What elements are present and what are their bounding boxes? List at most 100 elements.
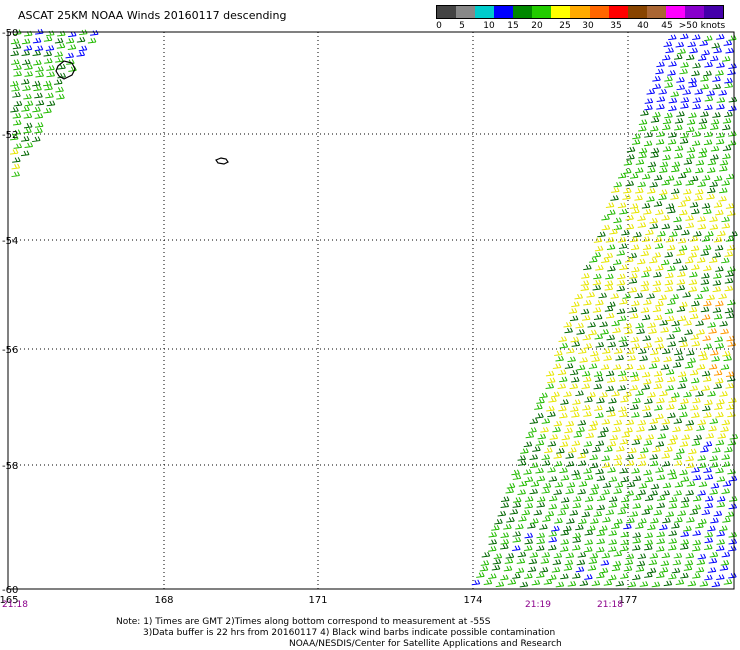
wind-barb [656,96,666,102]
wind-barb [584,539,594,546]
wind-barb [711,42,721,49]
wind-barb [716,97,726,103]
wind-barb [547,440,557,447]
wind-barb [721,257,730,264]
wind-barb [583,299,592,306]
wind-barb [580,280,590,286]
wind-barb [529,488,538,495]
wind-barb [724,285,734,292]
wind-barb [698,152,707,158]
wind-barb [603,580,613,586]
wind-barb [607,209,616,216]
wind-barb [716,545,725,552]
wind-barb [658,194,667,201]
wind-barb [695,566,705,573]
wind-barb [35,100,45,106]
longitude-label: 168 [154,595,173,606]
wind-barb [721,180,730,186]
wind-barb [612,560,622,567]
wind-barb [720,559,730,566]
wind-barb [637,460,647,467]
wind-barb [632,574,641,581]
wind-barb [655,376,664,383]
wind-barb [683,188,692,195]
wind-barb [690,404,699,411]
wind-barb [536,475,546,482]
wind-barb [716,530,726,537]
wind-barb [649,490,658,496]
wind-barb [696,329,705,335]
wind-barb [644,504,654,511]
wind-barb [653,370,663,377]
wind-barb [715,411,724,418]
wind-barb [23,112,33,119]
wind-barb [76,51,86,57]
wind-barb [606,244,616,251]
wind-barb [608,397,617,404]
wind-barb [715,209,724,216]
wind-barb [673,460,683,466]
wind-barb [611,390,620,397]
wind-barb [32,50,42,56]
wind-barb [645,229,654,236]
wind-barb [715,138,725,145]
wind-barb [592,251,602,258]
wind-barb [685,179,694,186]
wind-barb [537,433,547,440]
wind-barb [679,341,689,348]
wind-barb [649,552,659,559]
wind-barb [623,168,632,174]
wind-barb [571,411,580,418]
wind-barb [649,454,659,460]
wind-barb [728,35,737,41]
wind-barb [43,80,52,87]
wind-barb [709,418,719,424]
wind-barb [642,335,652,341]
wind-barb [676,111,685,117]
wind-barb [617,370,627,377]
wind-barb [668,496,678,503]
wind-barb [664,251,674,258]
wind-barb [623,391,632,397]
wind-barb [688,306,698,313]
wind-barb [629,371,639,378]
wind-barb [35,66,44,72]
wind-barb [727,439,737,446]
wind-barb [613,224,623,231]
wind-barb [612,327,621,334]
wind-barb [650,517,659,524]
wind-barb [670,194,679,200]
wind-barb [680,496,690,503]
wind-barb [702,335,712,342]
wind-barb [617,273,626,280]
wind-barb [644,98,654,104]
wind-barb [33,59,42,66]
wind-barb [725,47,734,54]
wind-barb [655,343,665,349]
wind-barb [673,224,683,231]
wind-barb [721,419,731,426]
wind-barb [673,258,682,265]
wind-barb [728,545,737,552]
wind-barb [671,392,680,399]
wind-barb [672,362,682,368]
wind-barb [528,427,537,433]
wind-barb [483,579,493,585]
wind-barb [660,560,670,567]
wind-barb [558,405,567,412]
wind-barb [661,418,671,425]
wind-barb [635,159,645,165]
wind-barb [726,335,736,342]
wind-barb [697,216,706,222]
wind-barb [548,476,558,482]
wind-barb [524,502,534,509]
wind-barb [656,572,665,579]
wind-barb [715,70,724,76]
wind-barb [683,391,692,398]
wind-barb [700,279,710,285]
wind-barb [703,467,712,474]
wind-barb [679,301,688,308]
wind-barb [680,531,690,538]
wind-barb [647,322,656,329]
wind-barb [557,383,567,390]
